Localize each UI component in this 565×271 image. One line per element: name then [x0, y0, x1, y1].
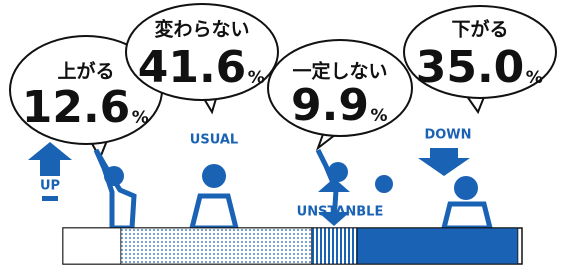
bar-segment — [312, 228, 357, 264]
bar-segment — [357, 228, 518, 264]
value-label: 35.0 — [416, 42, 525, 93]
unit-label: % — [248, 68, 265, 88]
value-label: 9.9 — [291, 80, 369, 131]
bar-segment — [63, 228, 121, 264]
infographic: 上がる12.6%UP変わらない41.6%USUAL一定しない9.9%UNSTAN… — [0, 0, 565, 271]
person-icons — [28, 142, 490, 228]
icon-label: DOWN — [424, 128, 471, 143]
value-label: 41.6 — [138, 42, 247, 93]
value-label: 12.6 — [22, 82, 131, 133]
bar-segment — [121, 228, 312, 264]
unit-label: % — [370, 106, 387, 126]
category-label: 上がる — [57, 60, 114, 83]
unit-label: % — [132, 108, 149, 128]
icon-label: UNSTANBLE — [297, 205, 384, 220]
icon-label: UP — [40, 179, 60, 194]
category-label: 下がる — [451, 18, 508, 41]
category-label: 変わらない — [154, 18, 249, 41]
unit-label: % — [526, 68, 543, 88]
icon-label: USUAL — [190, 133, 238, 148]
